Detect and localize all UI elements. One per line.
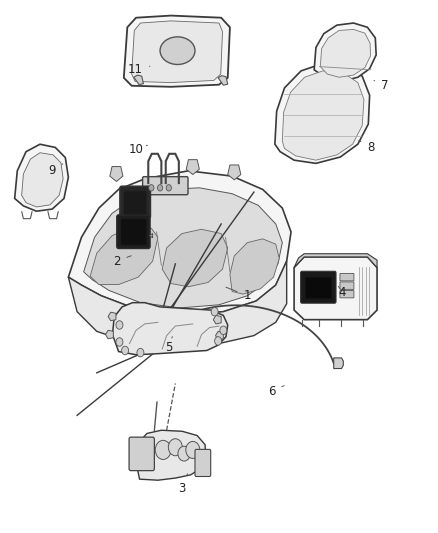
FancyBboxPatch shape — [120, 186, 150, 218]
Polygon shape — [218, 76, 228, 85]
Polygon shape — [213, 316, 221, 324]
FancyBboxPatch shape — [143, 176, 188, 195]
Polygon shape — [275, 63, 370, 164]
FancyBboxPatch shape — [124, 191, 147, 214]
Text: 7: 7 — [374, 79, 389, 92]
Polygon shape — [14, 144, 68, 211]
FancyBboxPatch shape — [340, 290, 354, 298]
Circle shape — [178, 446, 190, 461]
Polygon shape — [283, 71, 364, 160]
Circle shape — [186, 441, 200, 458]
Text: 1: 1 — [226, 287, 251, 302]
Circle shape — [149, 184, 154, 191]
Polygon shape — [294, 254, 377, 268]
Polygon shape — [294, 257, 377, 320]
Polygon shape — [186, 160, 199, 174]
Circle shape — [116, 338, 123, 346]
Polygon shape — [106, 330, 113, 339]
Polygon shape — [124, 15, 230, 87]
Polygon shape — [228, 165, 241, 180]
Text: 2: 2 — [113, 255, 131, 268]
Polygon shape — [110, 166, 123, 181]
Circle shape — [116, 321, 123, 329]
Polygon shape — [108, 312, 116, 321]
Circle shape — [211, 308, 218, 316]
Circle shape — [157, 184, 162, 191]
FancyBboxPatch shape — [117, 215, 150, 248]
FancyBboxPatch shape — [304, 277, 331, 298]
Polygon shape — [314, 23, 376, 82]
FancyBboxPatch shape — [195, 449, 211, 477]
Polygon shape — [135, 430, 206, 480]
FancyBboxPatch shape — [300, 271, 336, 303]
Text: 3: 3 — [178, 474, 187, 495]
Polygon shape — [215, 332, 223, 340]
Circle shape — [122, 346, 129, 355]
Polygon shape — [68, 171, 291, 316]
FancyBboxPatch shape — [121, 219, 146, 245]
Circle shape — [155, 440, 171, 459]
Text: 8: 8 — [359, 141, 374, 154]
Circle shape — [168, 439, 182, 456]
Polygon shape — [84, 188, 283, 308]
Polygon shape — [162, 229, 228, 287]
Circle shape — [215, 337, 222, 345]
Polygon shape — [320, 29, 371, 77]
Circle shape — [220, 326, 227, 335]
Polygon shape — [21, 153, 63, 207]
Circle shape — [137, 349, 144, 357]
Polygon shape — [68, 261, 287, 346]
Polygon shape — [334, 358, 343, 368]
Text: 9: 9 — [48, 164, 63, 177]
Polygon shape — [149, 233, 152, 238]
Circle shape — [166, 184, 171, 191]
Ellipse shape — [160, 37, 195, 64]
FancyBboxPatch shape — [340, 273, 354, 281]
Text: 6: 6 — [268, 385, 284, 398]
FancyBboxPatch shape — [340, 282, 354, 289]
Polygon shape — [132, 21, 223, 83]
Polygon shape — [134, 75, 144, 85]
Text: 10: 10 — [129, 143, 148, 156]
FancyBboxPatch shape — [129, 437, 154, 471]
Polygon shape — [230, 239, 279, 294]
Polygon shape — [90, 228, 158, 285]
Text: 4: 4 — [339, 286, 346, 298]
Text: 5: 5 — [165, 337, 173, 354]
Polygon shape — [113, 303, 228, 355]
Text: 11: 11 — [127, 63, 150, 76]
